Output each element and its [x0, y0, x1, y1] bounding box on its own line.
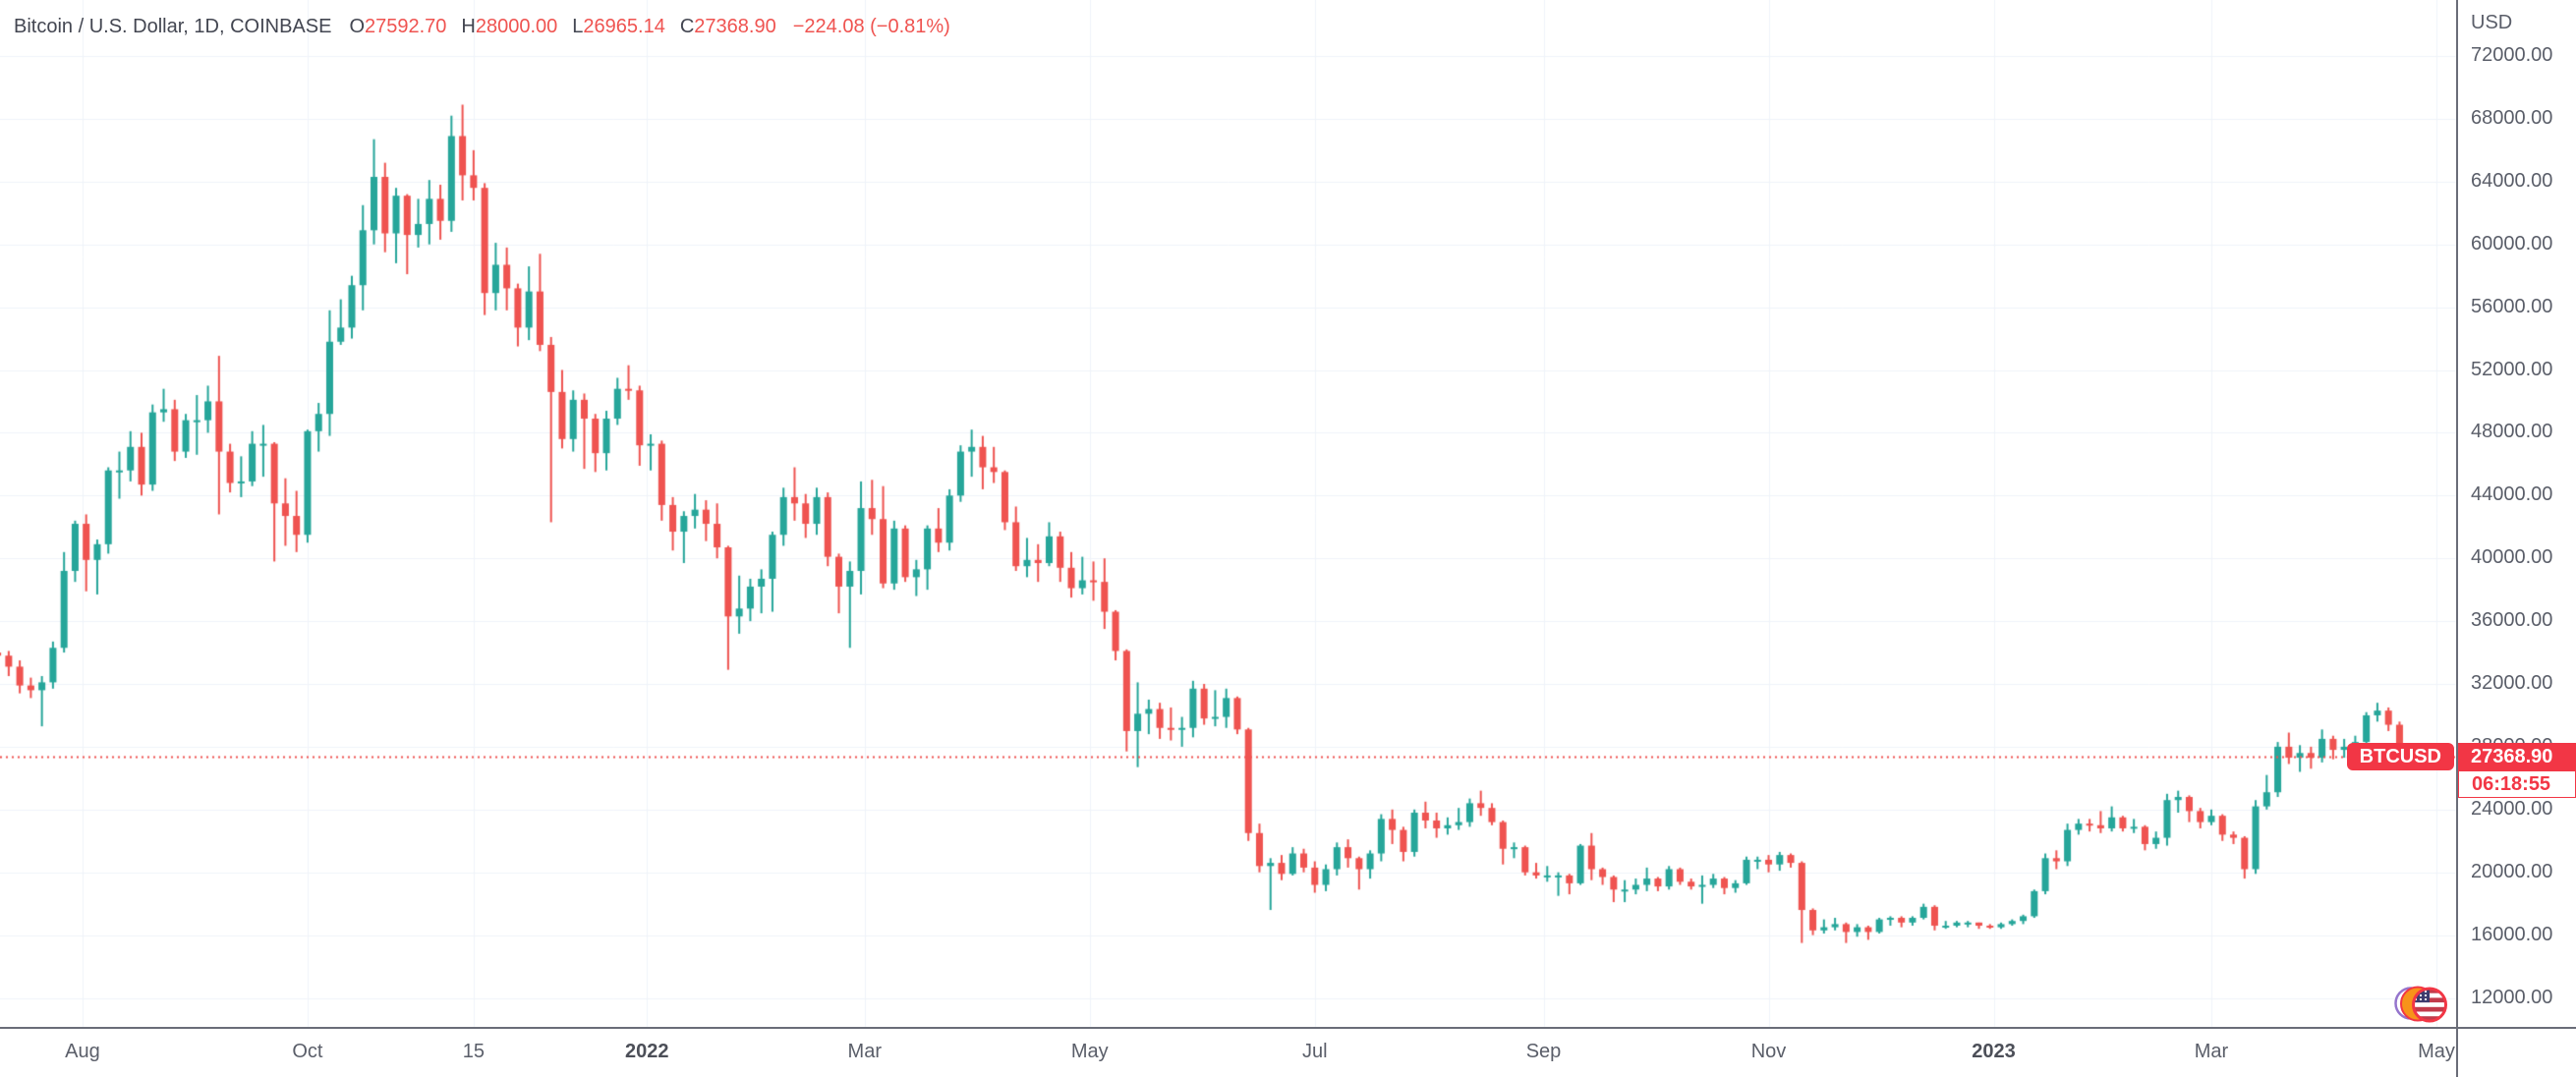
price-axis-label: 40000.00	[2471, 546, 2553, 569]
time-axis-label: Nov	[1750, 1041, 1787, 1062]
price-axis-label: 44000.00	[2471, 483, 2553, 506]
ohlc-item: C27368.90	[680, 16, 776, 38]
price-axis-label: 64000.00	[2471, 169, 2553, 192]
time-axis-label: Sep	[1525, 1041, 1562, 1062]
symbol-title: Bitcoin / U.S. Dollar, 1D, COINBASE	[14, 16, 332, 37]
price-axis-label: 60000.00	[2471, 232, 2553, 255]
axis-currency-label: USD	[2471, 12, 2513, 33]
ohlc-item-value: 26965.14	[583, 16, 665, 37]
ohlc-item: H28000.00	[461, 16, 557, 38]
time-axis-border	[0, 1027, 2576, 1029]
time-axis-label: 2022	[625, 1041, 669, 1062]
time-axis-label: 2023	[1972, 1041, 2016, 1062]
change-value: −224.08 (−0.81%)	[792, 16, 950, 37]
price-axis-label: 72000.00	[2471, 44, 2553, 66]
price-axis-label: 12000.00	[2471, 986, 2553, 1008]
ohlc-item-letter: C	[679, 16, 695, 37]
price-axis-border	[2456, 0, 2458, 1077]
time-axis-label: Aug	[65, 1041, 100, 1062]
time-axis-label: Oct	[292, 1041, 323, 1062]
ohlc-item-value: 27592.70	[365, 16, 447, 37]
ohlc-item-value: 27368.90	[694, 16, 776, 37]
time-axis-label: Mar	[2194, 1041, 2229, 1062]
price-axis-label: 36000.00	[2471, 609, 2553, 632]
ohlc-item: O27592.70	[349, 16, 446, 38]
ohlc-values: O27592.70 H28000.00 L26965.14 C27368.90	[349, 16, 790, 38]
price-axis-label: 16000.00	[2471, 923, 2553, 945]
btcusd-pair-logo	[2394, 986, 2447, 1023]
price-axis-label: 52000.00	[2471, 358, 2553, 380]
symbol-price-tag: BTCUSD	[2346, 742, 2454, 770]
time-axis-label: 15	[462, 1041, 485, 1062]
bar-countdown-label: 06:18:55	[2458, 769, 2576, 798]
price-axis-label: 20000.00	[2471, 860, 2553, 882]
time-axis-label: May	[1070, 1041, 1109, 1062]
time-axis-label: May	[2418, 1041, 2455, 1062]
price-axis-label: 24000.00	[2471, 797, 2553, 820]
ohlc-item-letter: H	[461, 16, 476, 37]
ohlc-item-letter: L	[572, 16, 584, 37]
ohlc-item-letter: O	[349, 16, 365, 37]
us-flag-icon	[2412, 987, 2447, 1023]
time-axis-label: Mar	[847, 1041, 883, 1062]
price-axis-label: 32000.00	[2471, 672, 2553, 694]
price-axis-label: 48000.00	[2471, 421, 2553, 443]
ohlc-item-value: 28000.00	[475, 16, 558, 37]
time-axis-label: Jul	[1301, 1041, 1328, 1062]
price-axis-label: 56000.00	[2471, 295, 2553, 317]
symbol-legend[interactable]: Bitcoin / U.S. Dollar, 1D, COINBASE O275…	[14, 16, 950, 38]
last-price-label: 27368.90	[2458, 742, 2576, 770]
ohlc-item: L26965.14	[572, 16, 665, 38]
price-axis-label: 68000.00	[2471, 106, 2553, 129]
